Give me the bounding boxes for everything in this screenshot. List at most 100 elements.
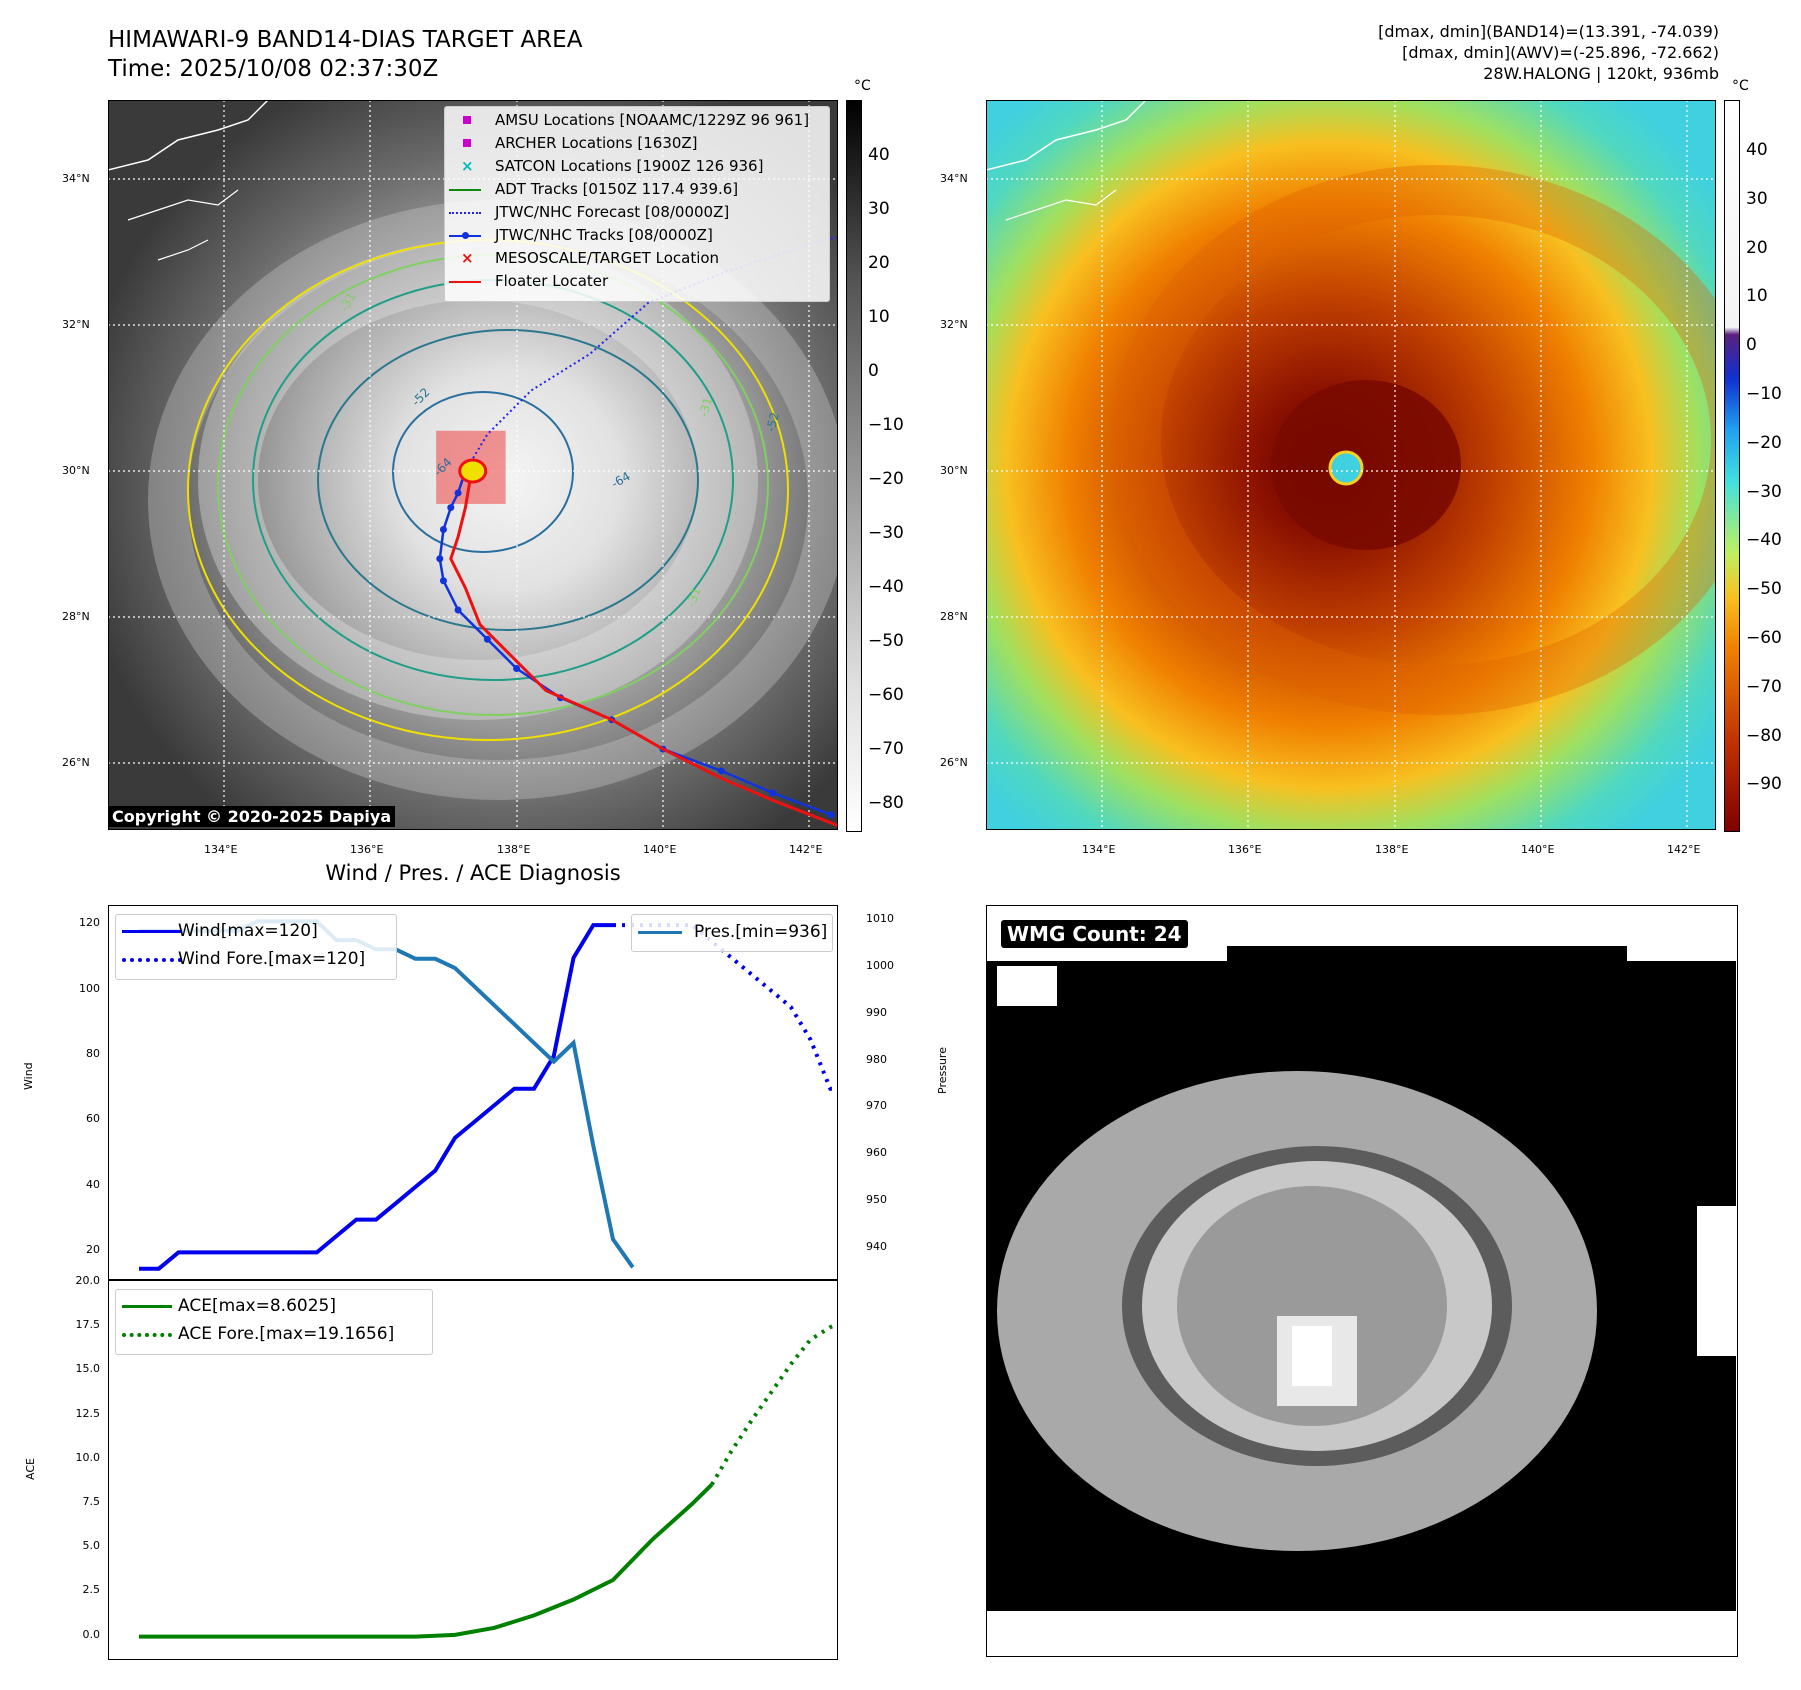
colorbar-unit: °C (854, 78, 871, 94)
wind-pressure-plot: Wind[max=120] Wind Fore.[max=120] Pres.[… (108, 905, 838, 1280)
wind-tick-label: 100 (79, 981, 100, 995)
colorbar-tick: −60 (1746, 628, 1782, 648)
colorbar-tick: 30 (1746, 188, 1768, 209)
lat-tick-label: 32°N (62, 318, 90, 331)
ace-series-line (139, 1483, 714, 1639)
wind-forecast-line (613, 923, 836, 1091)
pressure-axis-label: Pressure (936, 1047, 949, 1094)
lon-tick-label: 136°E (1228, 843, 1262, 856)
colorbar-tick: 20 (868, 253, 890, 273)
legend-label: JTWC/NHC Forecast [08/0000Z] (495, 203, 730, 221)
pressure-tick-label: 960 (866, 1146, 887, 1160)
pressure-tick-label: 970 (866, 1099, 887, 1113)
track-point (827, 811, 835, 819)
colorbar-tick: −80 (1746, 725, 1782, 746)
pressure-tick-label: 990 (866, 1005, 887, 1019)
colorbar-tick: −50 (1746, 579, 1782, 600)
wmg-core (1177, 1186, 1447, 1426)
legend-label: Floater Locater (495, 272, 609, 290)
lon-tick-label: 140°E (1521, 843, 1555, 856)
colorbar-tick: −20 (868, 469, 904, 489)
copyright-badge: Copyright © 2020-2025 Dapiya (108, 806, 396, 827)
info-band14-range: [dmax, dmin](BAND14)=(13.391, -74.039) (1378, 22, 1719, 41)
colorbar-tick: 0 (1746, 335, 1757, 356)
awv-map-panel (986, 100, 1716, 830)
lat-tick-label: 26°N (940, 756, 968, 769)
colorbar-tick: −20 (1746, 432, 1782, 453)
colorbar-tick: −40 (868, 577, 904, 597)
legend-label: SATCON Locations [1900Z 126 936] (495, 157, 764, 175)
track-point (439, 526, 447, 534)
colorbar-unit: °C (1732, 78, 1749, 94)
legend-ace: ACE[max=8.6025] (178, 1296, 336, 1316)
legend-symbol (449, 232, 481, 239)
ace-legend: ACE[max=8.6025] ACE Fore.[max=19.1656] (115, 1289, 433, 1355)
lon-tick-label: 140°E (643, 843, 677, 856)
track-point (439, 577, 447, 585)
wmg-svg (987, 946, 1736, 1655)
wind-legend: Wind[max=120] Wind Fore.[max=120] (115, 914, 397, 980)
legend-entry: Floater Locater (445, 270, 829, 293)
track-point (454, 606, 462, 614)
wind-tick-label: 80 (86, 1047, 100, 1060)
wind-tick-label: 20 (86, 1243, 100, 1257)
wmg-panel: WMG Count: 24 (986, 905, 1738, 1657)
ir-map-panel: -31 -31 -31 -52 -52 -64 -64 Copyright © … (108, 100, 838, 830)
wind-tick-label: 120 (79, 916, 100, 930)
legend-entry: ARCHER Locations [1630Z] (445, 132, 829, 155)
lon-tick-label: 134°E (204, 843, 238, 856)
colorbar-tick: 30 (868, 199, 890, 219)
colorbar-tick: −60 (868, 685, 904, 705)
legend-label: JTWC/NHC Tracks [08/0000Z] (495, 226, 713, 244)
wind-tick-label: 60 (86, 1112, 100, 1126)
pressure-tick-label: 950 (866, 1192, 887, 1206)
lon-tick-label: 138°E (497, 843, 531, 856)
coastline (108, 100, 269, 171)
ace-tick-label: 7.5 (82, 1495, 101, 1508)
ace-tick-label: 0.0 (82, 1627, 101, 1641)
lat-tick-label: 30°N (940, 464, 968, 477)
pressure-tick-label: 940 (866, 1239, 887, 1253)
lon-tick-label: 138°E (1375, 843, 1409, 856)
colorbar-tick: 10 (868, 307, 890, 327)
legend-symbol (449, 212, 481, 214)
ace-tick-label: 17.5 (75, 1318, 101, 1332)
pressure-legend: Pres.[min=936] (631, 914, 833, 952)
ace-tick-label: 12.5 (75, 1406, 101, 1420)
legend-entry: ADT Tracks [0150Z 117.4 939.6] (445, 178, 829, 201)
legend-symbol (463, 139, 471, 147)
legend-entry: JTWC/NHC Forecast [08/0000Z] (445, 201, 829, 224)
pressure-tick-label: 1000 (866, 959, 894, 973)
colorbar-tick: 40 (1746, 140, 1768, 160)
legend-symbol: × (461, 249, 474, 267)
ace-tick-label: 15.0 (75, 1362, 101, 1376)
storm-eye (458, 458, 488, 484)
track-point (436, 555, 444, 563)
ace-tick-label: 20.0 (75, 1274, 101, 1287)
panel-title-line1: HIMAWARI-9 BAND14-DIAS TARGET AREA (108, 27, 583, 53)
lon-tick-label: 142°E (789, 843, 823, 856)
info-storm-status: 28W.HALONG | 120kt, 936mb (1483, 64, 1719, 83)
colorbar-awv (1724, 100, 1740, 832)
lat-tick-label: 34°N (62, 172, 90, 185)
lat-tick-label: 26°N (62, 756, 90, 769)
legend-entry: AMSU Locations [NOAAMC/1229Z 96 961] (445, 109, 829, 132)
legend-label: AMSU Locations [NOAAMC/1229Z 96 961] (495, 111, 810, 129)
track-point (447, 504, 455, 512)
track-point (769, 789, 777, 797)
colorbar-tick: 20 (1746, 237, 1768, 258)
colorbar-tick: −10 (868, 415, 904, 435)
legend-entry: × MESOSCALE/TARGET Location (445, 247, 829, 270)
legend-symbol (449, 189, 481, 191)
colorbar-tick: −30 (1746, 481, 1782, 502)
colorbar-tick: −80 (868, 793, 904, 813)
legend-wind: Wind[max=120] (178, 921, 318, 941)
awv-map-svg (986, 100, 1716, 830)
ace-tick-label: 5.0 (82, 1539, 101, 1553)
colorbar-tick: 10 (1746, 286, 1768, 307)
colorbar-tick: −40 (1746, 530, 1782, 551)
colorbar-tick: −10 (1746, 384, 1782, 404)
track-point (454, 489, 462, 497)
legend-label: ARCHER Locations [1630Z] (495, 134, 698, 152)
colorbar-tick: −50 (868, 631, 904, 651)
